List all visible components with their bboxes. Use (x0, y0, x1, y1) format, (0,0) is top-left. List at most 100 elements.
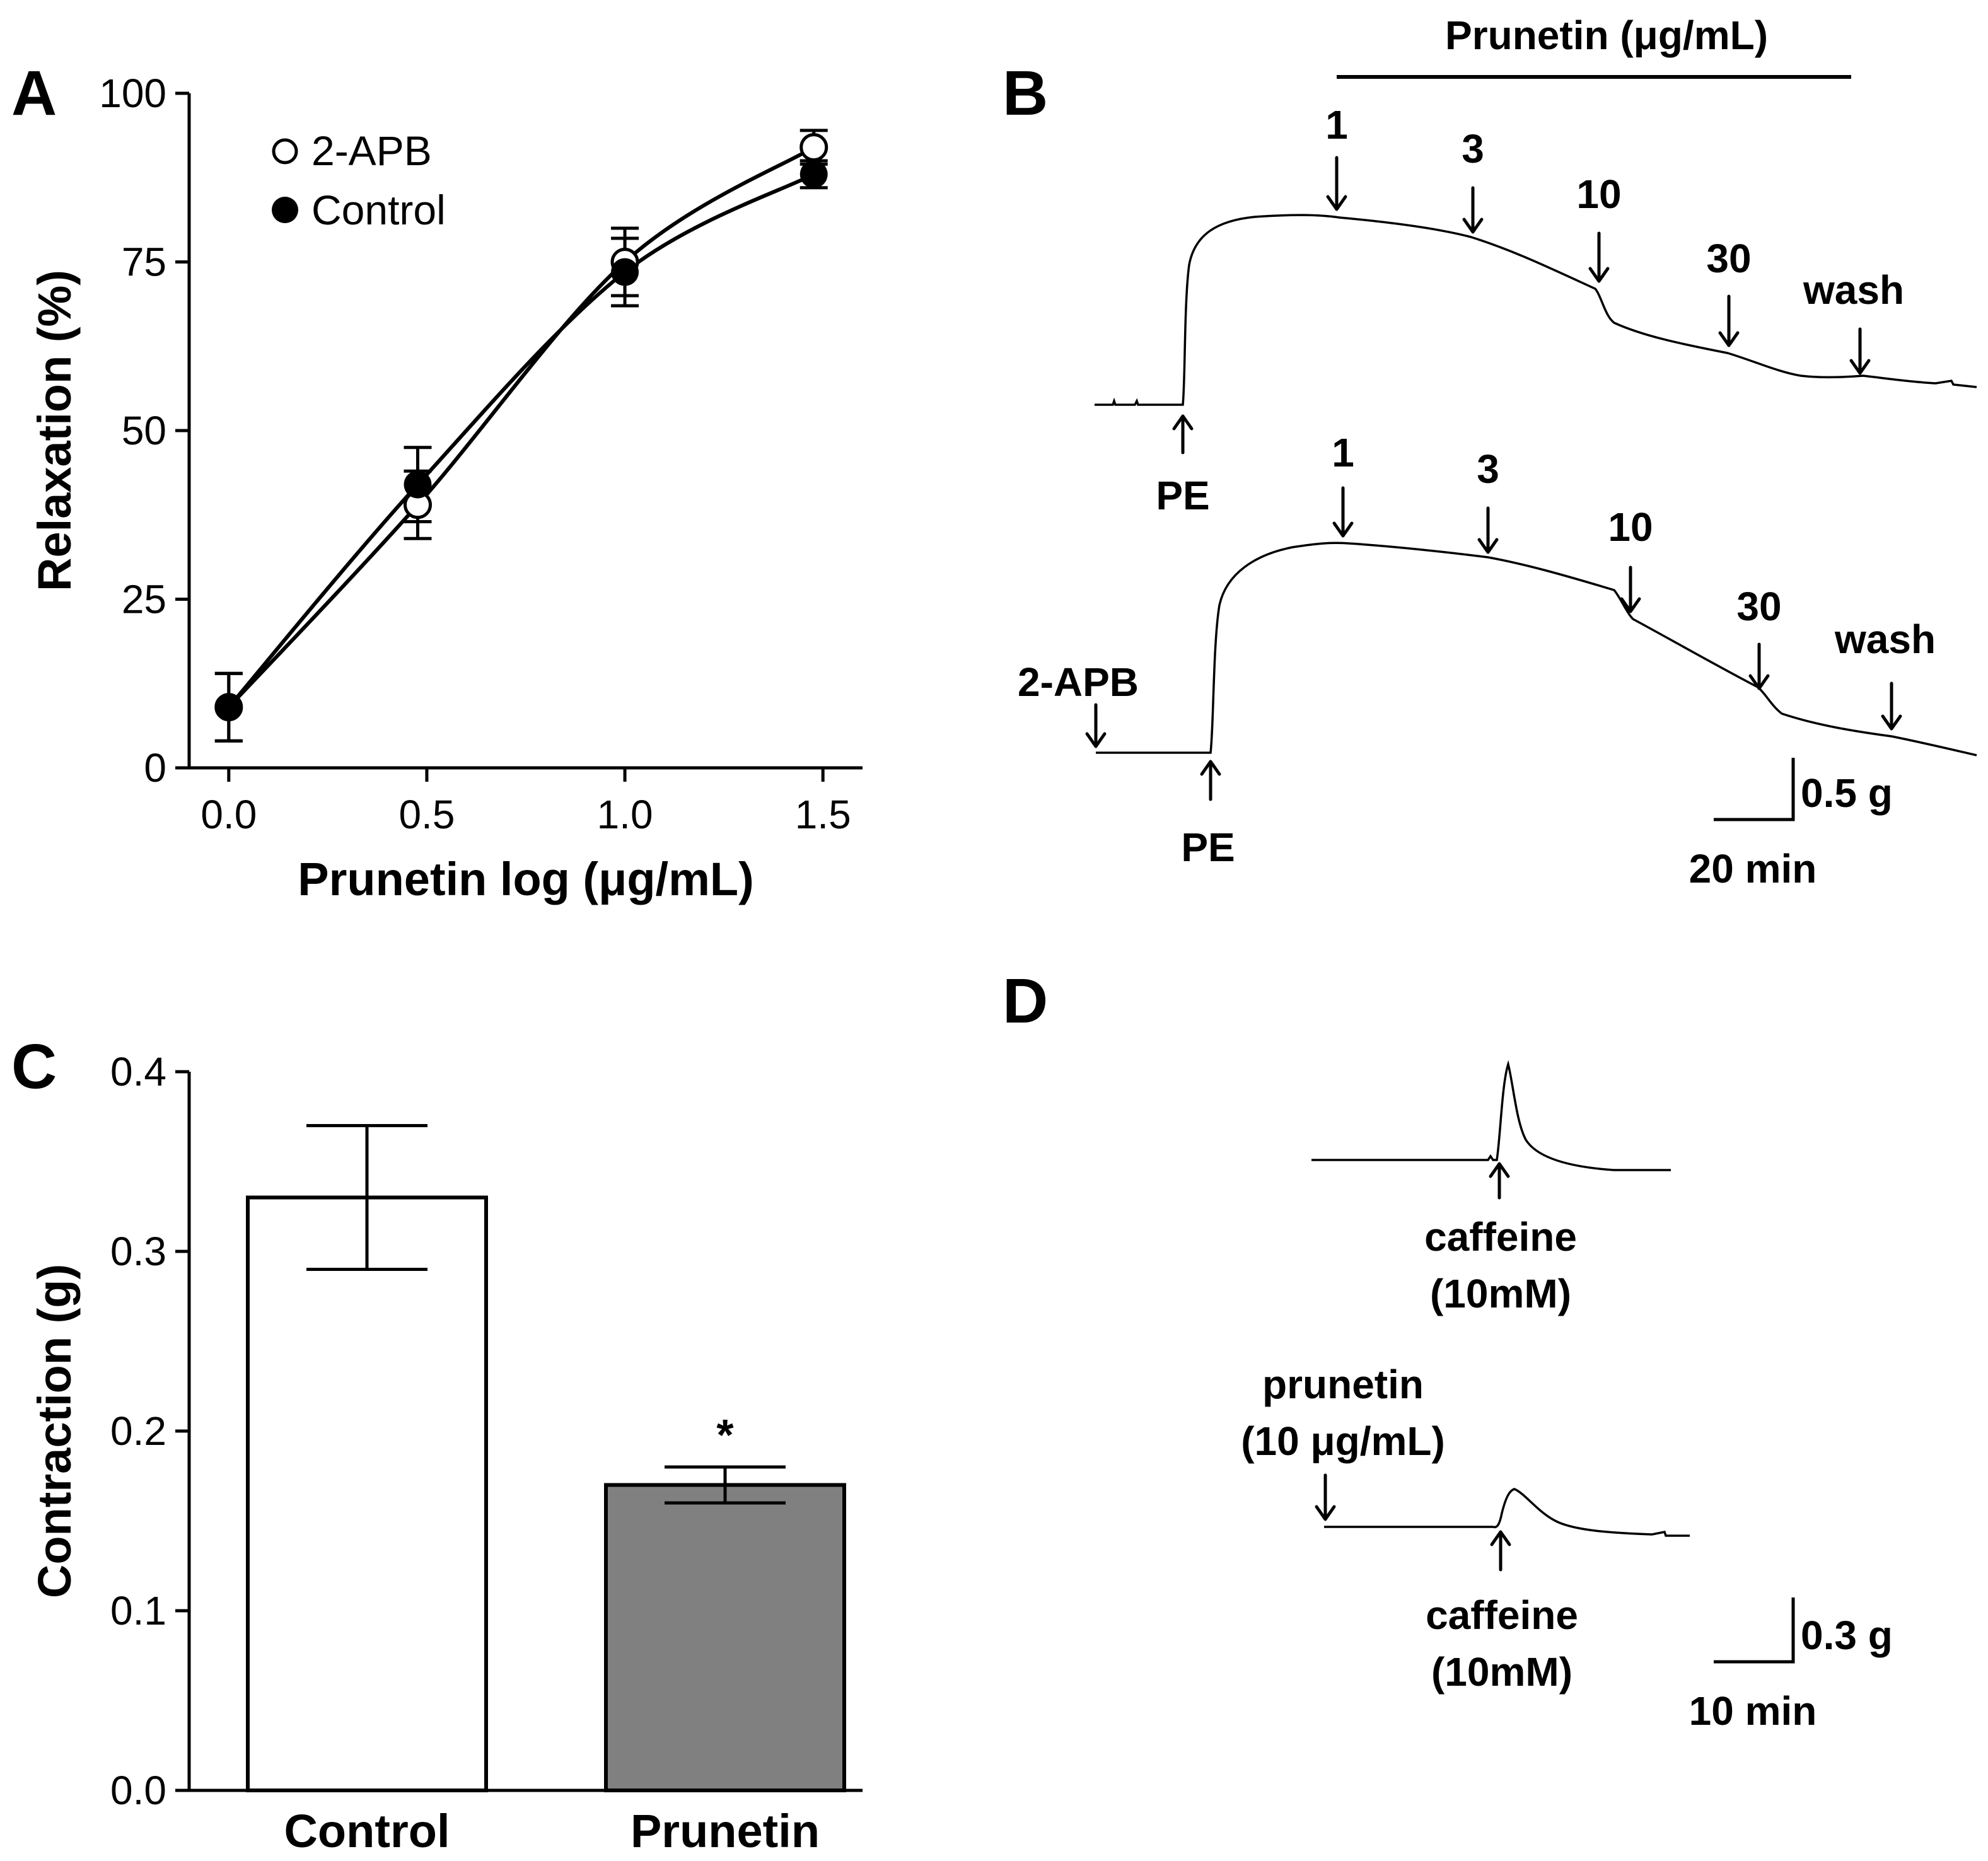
a-xtick-label: 0.0 (201, 792, 257, 837)
a-xtick-label: 1.5 (795, 792, 851, 837)
a-point-2apb (799, 133, 828, 162)
dose-10-arrow-top (1588, 231, 1610, 283)
significance-asterisk: * (716, 1410, 734, 1459)
panel-c: C 0.0 0.1 0.2 0.3 0.4 Contraction (g) Contro… (11, 1031, 863, 1857)
caffeine-label-bottom-line1: caffeine (1426, 1592, 1578, 1638)
pe-arrow-bottom-shape (1200, 760, 1221, 801)
dose-10-label-bottom: 10 (1608, 504, 1653, 550)
a-point-control (214, 693, 243, 721)
panel-d-scale-x-label: 10 min (1689, 1688, 1817, 1734)
bottom-dose-arrows: 1 3 10 30 wash (1332, 430, 1936, 731)
panel-c-y-ticks: 0.0 0.1 0.2 0.3 0.4 (110, 1049, 189, 1813)
panel-a-label: A (11, 58, 57, 129)
c-ytick-label: 0.2 (110, 1408, 166, 1454)
panel-d: D caffeine (10mM) prunetin (10 μg/mL) ca… (1003, 966, 1893, 1734)
a-point-control (799, 160, 828, 188)
panel-a-legend: 2-APB Control (272, 127, 446, 233)
wash-label-bottom: wash (1834, 617, 1936, 662)
a-ytick-label: 100 (99, 71, 166, 116)
panel-b-scale-x-label: 20 min (1689, 846, 1817, 891)
a-xtick-label: 0.5 (398, 792, 455, 837)
a-point-control (611, 258, 639, 286)
dose-30-label-top: 30 (1706, 236, 1751, 281)
dose-1-arrow-top (1326, 156, 1347, 211)
panel-b: B Prunetin (μg/mL) PE 1 3 10 30 wash 2-A… (1003, 13, 1977, 891)
prunetin-pretreat-arrow (1315, 1473, 1336, 1521)
dose-30-arrow-bottom (1748, 642, 1770, 690)
prunetin-pretreat-label-line1: prunetin (1262, 1362, 1424, 1407)
a-curve-control (227, 172, 815, 709)
caffeine-arrow-top (1489, 1162, 1510, 1200)
dose-3-arrow-bottom (1477, 506, 1499, 554)
dose-3-label-top: 3 (1462, 126, 1484, 171)
a-xtick-label: 1.0 (597, 792, 653, 837)
a-ytick-label: 0 (144, 745, 166, 791)
wash-label-top: wash (1803, 267, 1904, 313)
dose-10-label-top: 10 (1576, 171, 1621, 217)
caffeine-label-top-line1: caffeine (1424, 1214, 1577, 1260)
panel-b-top-trace (1095, 214, 1977, 406)
wash-arrow-bottom (1881, 681, 1902, 731)
panel-b-scale-bar: 0.5 g 20 min (1689, 758, 1893, 891)
c-ytick-label: 0.3 (110, 1229, 166, 1274)
prunetin-bar-label: Prunetin (μg/mL) (1445, 13, 1768, 58)
dose-1-arrow-bottom (1332, 486, 1354, 538)
panel-b-label: B (1003, 58, 1048, 129)
wash-arrow-top (1849, 327, 1871, 375)
a-curve-2apb (227, 146, 815, 709)
panel-b-bottom-trace (1096, 542, 1977, 757)
panel-d-top-trace (1311, 1060, 1671, 1171)
a-point-control (404, 470, 432, 499)
dose-3-arrow-top (1462, 186, 1484, 234)
dose-30-label-bottom: 30 (1736, 584, 1781, 629)
panel-b-scale-bar-shape (1714, 758, 1795, 821)
pe-label-bottom: PE (1181, 825, 1235, 870)
tapb-label: 2-APB (1018, 659, 1139, 705)
a-ytick-label: 50 (122, 408, 166, 453)
dose-3-label-bottom: 3 (1477, 446, 1499, 492)
pe-label-top: PE (1156, 473, 1209, 518)
panel-c-label: C (11, 1031, 57, 1102)
a-ytick-label: 75 (122, 240, 166, 285)
panel-c-category-control: Control (284, 1805, 450, 1857)
panel-a: A 0 25 50 75 100 0.0 0.5 1.0 1.5 Relaxation (%)… (11, 58, 863, 905)
dose-30-arrow-top (1718, 294, 1740, 347)
legend-open-circle-marker (272, 138, 298, 165)
panel-c-ylabel: Contraction (g) (28, 1264, 81, 1598)
panel-d-label: D (1003, 966, 1048, 1036)
panel-a-x-ticks: 0.0 0.5 1.0 1.5 (201, 768, 851, 837)
panel-a-plot (214, 129, 828, 743)
pe-arrow-top-shape (1172, 414, 1194, 455)
panel-a-xlabel: Prunetin log (μg/mL) (298, 853, 754, 905)
a-ytick-label: 25 (122, 577, 166, 622)
panel-d-bottom-trace (1324, 1488, 1690, 1537)
pe-arrow-top: PE (1156, 414, 1210, 518)
dose-10-arrow-bottom (1620, 565, 1641, 613)
panel-a-ylabel: Relaxation (%) (28, 270, 81, 591)
caffeine-label-bottom-line2: (10mM) (1431, 1649, 1572, 1695)
legend-filled-circle-marker (272, 197, 298, 223)
c-ytick-label: 0.0 (110, 1768, 166, 1813)
c-ytick-label: 0.4 (110, 1049, 166, 1094)
panel-d-scale-bar: 0.3 g 10 min (1689, 1597, 1893, 1734)
panel-d-scale-bar-shape (1714, 1597, 1795, 1664)
caffeine-label-top-line2: (10mM) (1430, 1271, 1571, 1316)
panel-d-scale-y-label: 0.3 g (1801, 1613, 1893, 1658)
tapb-arrow: 2-APB (1018, 659, 1139, 748)
tapb-arrow-shape (1085, 703, 1107, 748)
c-ytick-label: 0.1 (110, 1588, 166, 1633)
c-bar-control (246, 1195, 488, 1792)
caffeine-arrow-bottom (1490, 1530, 1511, 1572)
panel-c-plot (246, 1124, 846, 1792)
dose-1-label-top: 1 (1325, 102, 1348, 148)
c-bar-prunetin (604, 1483, 846, 1792)
top-dose-arrows: 1 3 10 30 wash (1325, 102, 1904, 375)
prunetin-pretreat-label-line2: (10 μg/mL) (1241, 1418, 1445, 1464)
pe-arrow-bottom: PE (1181, 760, 1235, 870)
dose-1-label-bottom: 1 (1332, 430, 1354, 475)
panel-b-scale-y-label: 0.5 g (1801, 770, 1893, 816)
legend-control-label: Control (311, 187, 446, 233)
panel-c-category-prunetin: Prunetin (631, 1805, 820, 1857)
panel-a-y-ticks: 0 25 50 75 100 (99, 71, 189, 791)
legend-2apb-label: 2-APB (311, 127, 432, 174)
